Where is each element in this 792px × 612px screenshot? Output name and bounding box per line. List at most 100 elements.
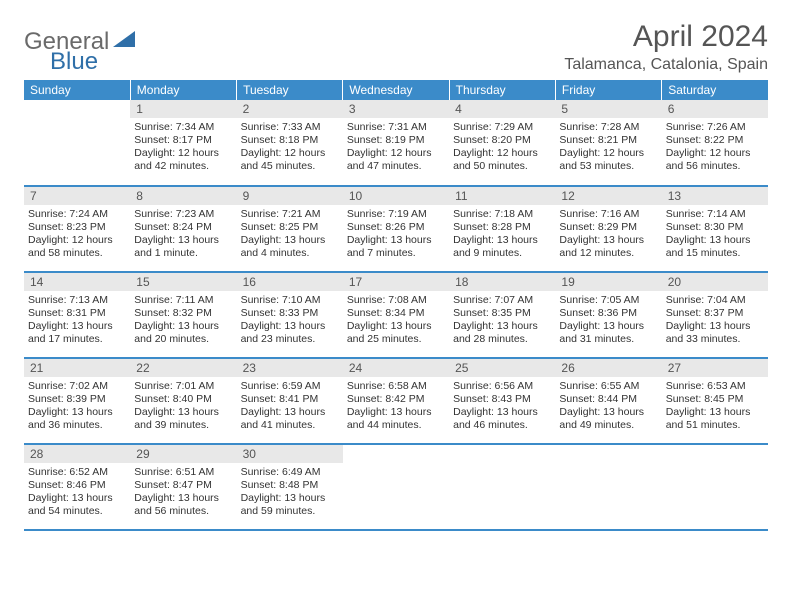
daylight-line: Daylight: 13 hours and 23 minutes. bbox=[241, 320, 339, 346]
location-text: Talamanca, Catalonia, Spain bbox=[564, 56, 768, 74]
daylight-line: Daylight: 12 hours and 42 minutes. bbox=[134, 147, 232, 173]
day-number: 17 bbox=[343, 273, 449, 291]
day-details: Sunrise: 6:51 AMSunset: 8:47 PMDaylight:… bbox=[130, 463, 236, 521]
day-number: 18 bbox=[449, 273, 555, 291]
daylight-line: Daylight: 13 hours and 44 minutes. bbox=[347, 406, 445, 432]
sunrise-line: Sunrise: 6:55 AM bbox=[559, 380, 657, 393]
calendar-cell: 21Sunrise: 7:02 AMSunset: 8:39 PMDayligh… bbox=[24, 358, 130, 444]
calendar-cell: 16Sunrise: 7:10 AMSunset: 8:33 PMDayligh… bbox=[237, 272, 343, 358]
day-details: Sunrise: 7:26 AMSunset: 8:22 PMDaylight:… bbox=[662, 118, 768, 176]
calendar-cell: 22Sunrise: 7:01 AMSunset: 8:40 PMDayligh… bbox=[130, 358, 236, 444]
calendar-cell: 18Sunrise: 7:07 AMSunset: 8:35 PMDayligh… bbox=[449, 272, 555, 358]
sunset-line: Sunset: 8:44 PM bbox=[559, 393, 657, 406]
sunrise-line: Sunrise: 7:31 AM bbox=[347, 121, 445, 134]
title-block: April 2024 Talamanca, Catalonia, Spain bbox=[564, 20, 768, 74]
sunset-line: Sunset: 8:19 PM bbox=[347, 134, 445, 147]
calendar-cell: 14Sunrise: 7:13 AMSunset: 8:31 PMDayligh… bbox=[24, 272, 130, 358]
calendar-cell: 13Sunrise: 7:14 AMSunset: 8:30 PMDayligh… bbox=[662, 186, 768, 272]
calendar-cell: 15Sunrise: 7:11 AMSunset: 8:32 PMDayligh… bbox=[130, 272, 236, 358]
daylight-line: Daylight: 12 hours and 56 minutes. bbox=[666, 147, 764, 173]
header: General April 2024 Talamanca, Catalonia,… bbox=[24, 20, 768, 74]
day-number: 13 bbox=[662, 187, 768, 205]
sunrise-line: Sunrise: 7:16 AM bbox=[559, 208, 657, 221]
calendar-cell: 25Sunrise: 6:56 AMSunset: 8:43 PMDayligh… bbox=[449, 358, 555, 444]
day-header: Saturday bbox=[662, 80, 768, 100]
sunrise-line: Sunrise: 7:34 AM bbox=[134, 121, 232, 134]
calendar-cell: 24Sunrise: 6:58 AMSunset: 8:42 PMDayligh… bbox=[343, 358, 449, 444]
calendar-cell: 12Sunrise: 7:16 AMSunset: 8:29 PMDayligh… bbox=[555, 186, 661, 272]
sunrise-line: Sunrise: 7:29 AM bbox=[453, 121, 551, 134]
calendar-cell: 20Sunrise: 7:04 AMSunset: 8:37 PMDayligh… bbox=[662, 272, 768, 358]
calendar-cell: 5Sunrise: 7:28 AMSunset: 8:21 PMDaylight… bbox=[555, 100, 661, 186]
day-details: Sunrise: 6:59 AMSunset: 8:41 PMDaylight:… bbox=[237, 377, 343, 435]
sunrise-line: Sunrise: 7:18 AM bbox=[453, 208, 551, 221]
sunrise-line: Sunrise: 6:59 AM bbox=[241, 380, 339, 393]
sunset-line: Sunset: 8:25 PM bbox=[241, 221, 339, 234]
daylight-line: Daylight: 13 hours and 7 minutes. bbox=[347, 234, 445, 260]
day-number: 5 bbox=[555, 100, 661, 118]
sunrise-line: Sunrise: 7:05 AM bbox=[559, 294, 657, 307]
calendar-head: SundayMondayTuesdayWednesdayThursdayFrid… bbox=[24, 80, 768, 100]
calendar-cell: 1Sunrise: 7:34 AMSunset: 8:17 PMDaylight… bbox=[130, 100, 236, 186]
sunset-line: Sunset: 8:21 PM bbox=[559, 134, 657, 147]
daylight-line: Daylight: 13 hours and 54 minutes. bbox=[28, 492, 126, 518]
calendar-cell bbox=[343, 444, 449, 530]
sunrise-line: Sunrise: 7:24 AM bbox=[28, 208, 126, 221]
sunset-line: Sunset: 8:18 PM bbox=[241, 134, 339, 147]
day-number: 24 bbox=[343, 359, 449, 377]
day-details: Sunrise: 7:01 AMSunset: 8:40 PMDaylight:… bbox=[130, 377, 236, 435]
daylight-line: Daylight: 13 hours and 25 minutes. bbox=[347, 320, 445, 346]
day-details: Sunrise: 7:14 AMSunset: 8:30 PMDaylight:… bbox=[662, 205, 768, 263]
sunrise-line: Sunrise: 6:53 AM bbox=[666, 380, 764, 393]
daylight-line: Daylight: 13 hours and 41 minutes. bbox=[241, 406, 339, 432]
sunrise-line: Sunrise: 6:56 AM bbox=[453, 380, 551, 393]
sunset-line: Sunset: 8:34 PM bbox=[347, 307, 445, 320]
calendar-row: 1Sunrise: 7:34 AMSunset: 8:17 PMDaylight… bbox=[24, 100, 768, 186]
logo-text-2: Blue bbox=[50, 48, 98, 75]
day-details: Sunrise: 7:29 AMSunset: 8:20 PMDaylight:… bbox=[449, 118, 555, 176]
day-number: 6 bbox=[662, 100, 768, 118]
calendar-cell bbox=[555, 444, 661, 530]
sunset-line: Sunset: 8:36 PM bbox=[559, 307, 657, 320]
calendar-cell: 29Sunrise: 6:51 AMSunset: 8:47 PMDayligh… bbox=[130, 444, 236, 530]
day-details: Sunrise: 6:58 AMSunset: 8:42 PMDaylight:… bbox=[343, 377, 449, 435]
sunset-line: Sunset: 8:32 PM bbox=[134, 307, 232, 320]
day-details: Sunrise: 7:10 AMSunset: 8:33 PMDaylight:… bbox=[237, 291, 343, 349]
day-details: Sunrise: 6:56 AMSunset: 8:43 PMDaylight:… bbox=[449, 377, 555, 435]
day-number bbox=[343, 445, 449, 463]
sunrise-line: Sunrise: 7:28 AM bbox=[559, 121, 657, 134]
daylight-line: Daylight: 13 hours and 46 minutes. bbox=[453, 406, 551, 432]
day-number: 15 bbox=[130, 273, 236, 291]
daylight-line: Daylight: 13 hours and 36 minutes. bbox=[28, 406, 126, 432]
day-details: Sunrise: 7:05 AMSunset: 8:36 PMDaylight:… bbox=[555, 291, 661, 349]
sunset-line: Sunset: 8:47 PM bbox=[134, 479, 232, 492]
day-number: 10 bbox=[343, 187, 449, 205]
day-header: Friday bbox=[555, 80, 661, 100]
day-details: Sunrise: 7:31 AMSunset: 8:19 PMDaylight:… bbox=[343, 118, 449, 176]
day-details: Sunrise: 6:53 AMSunset: 8:45 PMDaylight:… bbox=[662, 377, 768, 435]
daylight-line: Daylight: 13 hours and 12 minutes. bbox=[559, 234, 657, 260]
sunset-line: Sunset: 8:20 PM bbox=[453, 134, 551, 147]
day-number: 16 bbox=[237, 273, 343, 291]
sunset-line: Sunset: 8:33 PM bbox=[241, 307, 339, 320]
sunrise-line: Sunrise: 7:07 AM bbox=[453, 294, 551, 307]
day-number: 25 bbox=[449, 359, 555, 377]
sunrise-line: Sunrise: 6:58 AM bbox=[347, 380, 445, 393]
sunrise-line: Sunrise: 7:13 AM bbox=[28, 294, 126, 307]
day-details: Sunrise: 7:21 AMSunset: 8:25 PMDaylight:… bbox=[237, 205, 343, 263]
calendar-row: 7Sunrise: 7:24 AMSunset: 8:23 PMDaylight… bbox=[24, 186, 768, 272]
day-number: 7 bbox=[24, 187, 130, 205]
sunrise-line: Sunrise: 7:21 AM bbox=[241, 208, 339, 221]
calendar-row: 28Sunrise: 6:52 AMSunset: 8:46 PMDayligh… bbox=[24, 444, 768, 530]
day-details: Sunrise: 7:13 AMSunset: 8:31 PMDaylight:… bbox=[24, 291, 130, 349]
day-details: Sunrise: 6:52 AMSunset: 8:46 PMDaylight:… bbox=[24, 463, 130, 521]
logo-triangle-icon bbox=[113, 31, 135, 54]
sunset-line: Sunset: 8:37 PM bbox=[666, 307, 764, 320]
calendar-cell: 23Sunrise: 6:59 AMSunset: 8:41 PMDayligh… bbox=[237, 358, 343, 444]
sunrise-line: Sunrise: 6:49 AM bbox=[241, 466, 339, 479]
day-header: Monday bbox=[130, 80, 236, 100]
day-number: 9 bbox=[237, 187, 343, 205]
calendar-cell: 3Sunrise: 7:31 AMSunset: 8:19 PMDaylight… bbox=[343, 100, 449, 186]
sunrise-line: Sunrise: 7:04 AM bbox=[666, 294, 764, 307]
daylight-line: Daylight: 12 hours and 47 minutes. bbox=[347, 147, 445, 173]
